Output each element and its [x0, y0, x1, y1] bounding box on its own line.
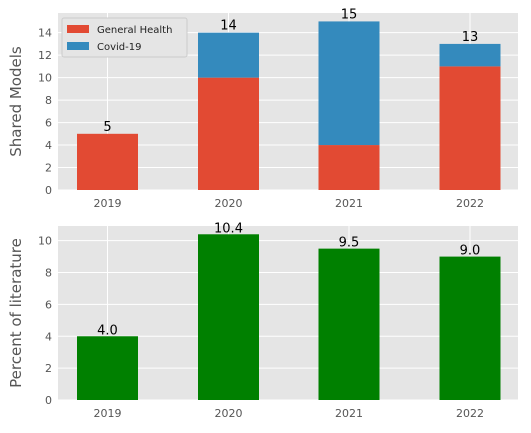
x-tick-label: 2020 [215, 407, 243, 420]
bar-value-label: 9.0 [460, 244, 481, 259]
bottom-chart: 0 2 4 6 8 10 2019 2020 2021 2022 4.0 10.4 9.5 9.0 P… [7, 221, 518, 420]
bottom-data-labels: 4.0 10.4 9.5 9.0 [97, 221, 480, 338]
legend-label: Covid-19 [97, 42, 141, 53]
x-tick-label: 2019 [94, 197, 122, 210]
bar-covid-19-2022 [439, 43, 501, 67]
bar-percent-2021 [318, 248, 380, 400]
y-tick-label: 2 [45, 162, 52, 175]
y-tick-label: 4 [45, 139, 52, 152]
bar-total-label: 14 [220, 19, 237, 34]
top-data-labels: 5 14 15 13 [103, 7, 478, 134]
legend-label: General Health [97, 25, 172, 36]
top-x-tick-labels: 2019 2020 2021 2022 [94, 197, 485, 210]
bar-total-label: 13 [462, 30, 479, 45]
bar-covid-19-2021 [318, 21, 380, 146]
bar-percent-2019 [77, 336, 138, 400]
y-tick-label: 0 [45, 184, 52, 197]
x-tick-label: 2022 [456, 407, 484, 420]
x-tick-label: 2021 [335, 407, 363, 420]
top-y-tick-labels: 0 2 4 6 8 10 12 14 [38, 27, 52, 197]
y-tick-label: 12 [38, 49, 52, 62]
legend-swatch [67, 25, 89, 33]
y-tick-label: 14 [38, 27, 52, 40]
x-tick-label: 2022 [456, 197, 484, 210]
bar-percent-2022 [439, 256, 501, 400]
bar-percent-2020 [198, 234, 259, 400]
bar-total-label: 15 [341, 7, 358, 22]
x-tick-label: 2019 [94, 407, 122, 420]
bar-general-health-2020 [198, 77, 259, 190]
bar-value-label: 10.4 [214, 221, 243, 236]
bar-general-health-2021 [318, 145, 380, 190]
top-chart: 0 2 4 6 8 10 12 14 2019 2020 2021 2022 5 14 15 13 Sha… [7, 7, 518, 210]
bar-value-label: 9.5 [339, 236, 360, 251]
y-tick-label: 2 [45, 362, 52, 375]
bar-value-label: 4.0 [97, 323, 118, 338]
y-tick-label: 8 [45, 267, 52, 280]
top-bars [77, 21, 501, 190]
bottom-bars [77, 234, 501, 400]
legend-box [61, 17, 188, 58]
y-tick-label: 0 [45, 394, 52, 407]
y-tick-label: 10 [38, 72, 52, 85]
legend-swatch [67, 42, 89, 50]
top-y-axis-label: Shared Models [7, 46, 25, 157]
y-tick-label: 6 [45, 117, 52, 130]
y-tick-label: 4 [45, 330, 52, 343]
bar-total-label: 5 [103, 120, 111, 135]
bottom-x-tick-labels: 2019 2020 2021 2022 [94, 407, 485, 420]
y-tick-label: 8 [45, 94, 52, 107]
x-tick-label: 2021 [335, 197, 363, 210]
bottom-y-axis-label: Percent of literature [7, 238, 25, 388]
bar-covid-19-2020 [198, 32, 259, 78]
bottom-y-tick-labels: 0 2 4 6 8 10 [38, 235, 52, 407]
legend: General Health Covid-19 [61, 17, 188, 58]
y-tick-label: 6 [45, 298, 52, 311]
bar-general-health-2022 [439, 66, 501, 190]
bar-general-health-2019 [77, 133, 138, 190]
x-tick-label: 2020 [215, 197, 243, 210]
y-tick-label: 10 [38, 235, 52, 248]
